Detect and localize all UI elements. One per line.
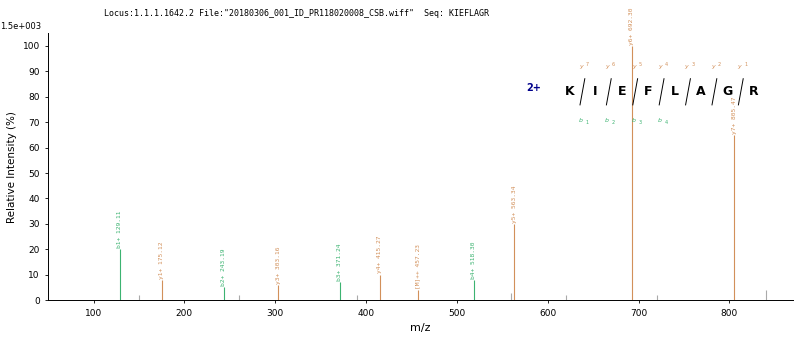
Text: b4+ 518.30: b4+ 518.30 [471, 241, 476, 278]
Text: b3+ 371.24: b3+ 371.24 [338, 243, 342, 281]
Text: 1: 1 [744, 62, 747, 67]
Text: y: y [658, 64, 662, 69]
Text: 2: 2 [718, 62, 721, 67]
Text: y3+ 303.16: y3+ 303.16 [275, 246, 281, 284]
X-axis label: m/z: m/z [410, 323, 431, 333]
Text: b: b [631, 118, 635, 123]
Text: L: L [670, 85, 678, 98]
Text: y: y [579, 64, 582, 69]
Text: 1: 1 [586, 120, 589, 125]
Text: Locus:1.1.1.1642.2 File:"20180306_001_ID_PR118020008_CSB.wiff"  Seq: KIEFLAGR: Locus:1.1.1.1642.2 File:"20180306_001_ID… [104, 8, 489, 17]
Text: 6: 6 [612, 62, 615, 67]
Text: b2+ 243.19: b2+ 243.19 [221, 249, 226, 286]
Text: F: F [644, 85, 653, 98]
Y-axis label: Relative Intensity (%): Relative Intensity (%) [7, 111, 17, 223]
Text: b1+ 129.11: b1+ 129.11 [118, 210, 122, 248]
Text: G: G [722, 85, 733, 98]
Text: 7: 7 [586, 62, 589, 67]
Text: [M]++ 457.23: [M]++ 457.23 [415, 244, 421, 289]
Text: E: E [618, 85, 626, 98]
Text: 4: 4 [665, 62, 668, 67]
Text: 3: 3 [638, 120, 642, 125]
Text: I: I [594, 85, 598, 98]
Text: y: y [711, 64, 714, 69]
Text: 1.5e+003: 1.5e+003 [0, 21, 41, 31]
Text: b: b [658, 118, 662, 123]
Text: y7+ 805.47: y7+ 805.47 [732, 96, 737, 134]
Text: y: y [738, 64, 741, 69]
Text: 2+: 2+ [526, 83, 541, 94]
Text: y: y [606, 64, 609, 69]
Text: 4: 4 [665, 120, 668, 125]
Text: y6+ 692.30: y6+ 692.30 [629, 7, 634, 45]
Text: y1+ 175.12: y1+ 175.12 [159, 241, 164, 278]
Text: y: y [632, 64, 635, 69]
Text: 3: 3 [691, 62, 694, 67]
Text: y5+ 563.34: y5+ 563.34 [512, 185, 517, 223]
Text: 5: 5 [638, 62, 642, 67]
Text: K: K [564, 85, 574, 98]
Text: b: b [578, 118, 582, 123]
Text: y: y [685, 64, 688, 69]
Text: 2: 2 [612, 120, 615, 125]
Text: A: A [696, 85, 706, 98]
Text: y4+ 415.27: y4+ 415.27 [378, 236, 382, 273]
Text: R: R [749, 85, 759, 98]
Text: b: b [605, 118, 610, 123]
